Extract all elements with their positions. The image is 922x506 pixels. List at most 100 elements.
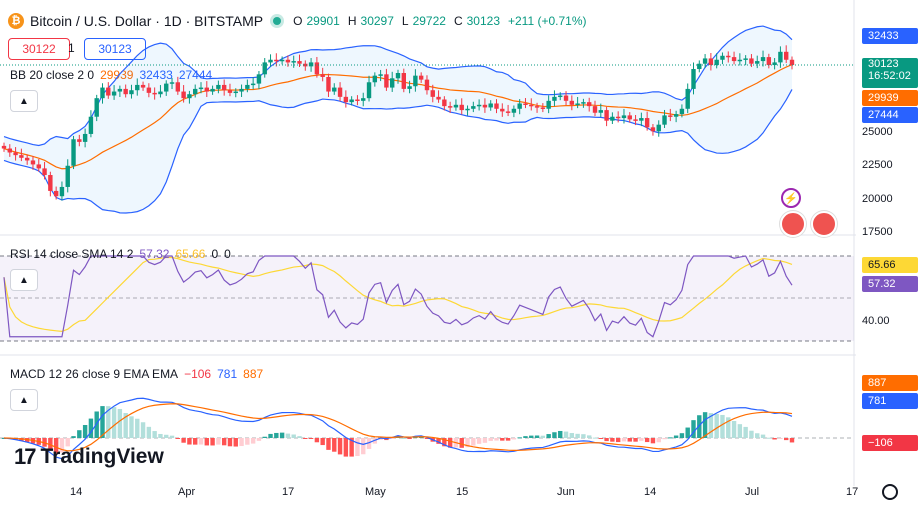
macd-histogram-bar — [221, 438, 227, 446]
candle-body — [227, 90, 233, 93]
candle-body — [158, 91, 163, 95]
macd-histogram-bar — [227, 438, 233, 447]
bb-lower-tag: 27444 — [862, 107, 918, 123]
time-tick: 15 — [456, 486, 469, 498]
time-tick: 17 — [846, 486, 859, 498]
macd-histogram-bar — [291, 434, 296, 438]
price-change: +211 (+0.71%) — [508, 14, 587, 28]
candle-body — [285, 59, 291, 63]
candle-body — [644, 118, 650, 128]
bb-fill — [4, 26, 792, 214]
macd-histogram-bar — [279, 432, 285, 438]
macd-tag: 781 — [862, 393, 918, 409]
candle-body — [384, 74, 389, 88]
macd-histogram-bar — [378, 438, 383, 440]
macd-histogram-bar — [152, 431, 157, 438]
macd-histogram-bar — [129, 416, 134, 438]
settings-gear-icon[interactable] — [882, 484, 898, 500]
macd-histogram-bar — [256, 438, 262, 441]
candle-body — [731, 57, 737, 62]
rsi-collapse-button[interactable]: ▲ — [10, 269, 38, 291]
candle-body — [697, 63, 702, 70]
candle-body — [181, 91, 186, 99]
macd-histogram-bar — [326, 438, 331, 450]
macd-histogram-bar — [117, 408, 123, 438]
candle-body — [413, 75, 418, 87]
macd-histogram-bar — [644, 438, 650, 443]
rsi-line — [3, 255, 793, 338]
candle-body — [714, 59, 719, 66]
macd-histogram-bar — [708, 413, 714, 438]
macd-histogram-bar — [169, 435, 175, 438]
macd-histogram-bar — [337, 438, 343, 455]
candle-body — [604, 110, 609, 121]
candle-body — [679, 108, 685, 115]
us-flag-icon[interactable] — [780, 211, 806, 237]
candle-body — [7, 148, 12, 153]
macd-histogram-bar — [216, 438, 221, 445]
macd-histogram-bar — [94, 411, 99, 438]
macd-histogram-bar — [19, 438, 24, 442]
rsi-legend[interactable]: RSI 14 close SMA 14 2 57.32 65.66 0 0 — [10, 247, 231, 261]
candle-body — [726, 55, 731, 58]
candle-body — [517, 103, 522, 109]
macd-histogram-bar — [778, 438, 783, 439]
candle-body — [366, 82, 372, 99]
candle-body — [100, 87, 105, 99]
candle-body — [430, 90, 435, 97]
us-flag-icon-2[interactable] — [811, 211, 837, 237]
candle-body — [569, 100, 575, 105]
candle-body — [291, 61, 296, 63]
candle-body — [332, 87, 337, 92]
symbol-title[interactable]: Bitcoin / U.S. Dollar · 1D · BITSTAMP — [30, 13, 264, 29]
candle-body — [505, 111, 511, 113]
macd-histogram-bar — [581, 434, 586, 438]
candle-body — [621, 115, 627, 119]
candle-body — [355, 99, 360, 101]
macd-histogram-bar — [720, 414, 725, 438]
candle-body — [59, 186, 65, 197]
macd-histogram-bar — [517, 437, 522, 439]
macd-histogram-bar — [615, 438, 621, 443]
market-open-icon — [273, 17, 282, 25]
macd-legend[interactable]: MACD 12 26 close 9 EMA EMA −106 781 887 — [10, 367, 264, 381]
macd-histogram-bar — [668, 437, 673, 439]
macd-collapse-button[interactable]: ▲ — [10, 389, 38, 411]
chart-canvas[interactable] — [0, 0, 856, 486]
macd-histogram-bar — [662, 438, 667, 440]
macd-histogram-bar — [546, 434, 551, 438]
rsi-sma-line — [3, 256, 793, 332]
candle-body — [308, 62, 314, 67]
sell-price-button[interactable]: 30122 — [8, 38, 70, 60]
macd-histogram-bar — [303, 438, 308, 439]
time-tick: Jun — [557, 486, 575, 498]
macd-histogram-bar — [789, 438, 795, 443]
macd-histogram-bar — [71, 436, 76, 438]
candle-body — [488, 103, 493, 108]
candle-body — [778, 51, 783, 63]
candle-body — [262, 62, 267, 75]
candle-body — [268, 59, 273, 63]
candle-body — [540, 107, 546, 109]
candle-body — [233, 91, 238, 94]
spread-value: 1 — [68, 41, 75, 55]
macd-histogram-bar — [511, 438, 517, 440]
macd-lines — [1, 397, 795, 460]
candle-body — [418, 75, 424, 80]
candle-body — [135, 84, 140, 91]
tradingview-logo[interactable]: 17 TradingView — [14, 444, 164, 470]
lightning-icon[interactable]: ⚡ — [781, 188, 801, 208]
collapse-legend-button[interactable]: ▲ — [10, 90, 38, 112]
macd-histogram-bar — [366, 438, 372, 449]
time-tick: 17 — [282, 486, 295, 498]
candle-body — [592, 106, 598, 113]
candle-body — [500, 108, 505, 112]
macd-histogram-bar — [784, 438, 789, 441]
candle-body — [720, 55, 725, 60]
macd-histogram-bar — [529, 435, 534, 438]
candle-body — [575, 103, 580, 105]
macd-histogram-bar — [691, 420, 696, 438]
candle-body — [546, 100, 551, 109]
macd-histogram-bar — [697, 415, 702, 438]
macd-histogram-bar — [685, 427, 690, 438]
